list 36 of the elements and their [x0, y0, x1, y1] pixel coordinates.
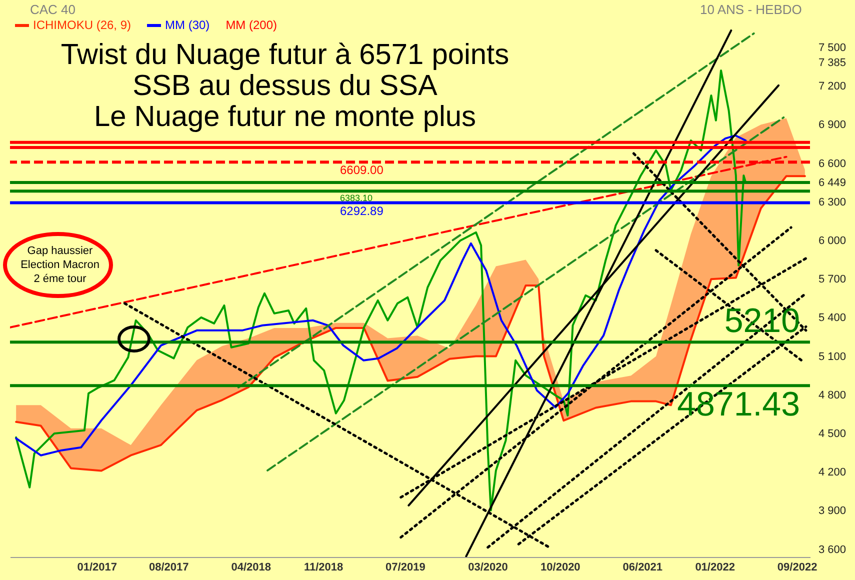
ref-line-label: 6609.00	[340, 163, 384, 178]
y-tick-label: 5 700	[818, 274, 846, 286]
y-tick-label: 6 600	[818, 158, 846, 170]
y-tick-label: 5 100	[818, 350, 846, 363]
y-tick-label: 4 500	[818, 428, 846, 440]
x-tick-label: 01/2017	[77, 562, 118, 574]
x-tick-label: 07/2019	[386, 562, 426, 574]
chart-subtitle: 10 ANS - HEBDO	[700, 2, 802, 17]
y-tick-label: 3 900	[818, 505, 846, 518]
x-tick-label: 11/2018	[304, 562, 344, 574]
y-tick-label: 6 000	[818, 234, 846, 247]
y-tick-label: 7 385	[818, 56, 846, 69]
ref-line-label: 6383.10	[340, 193, 373, 204]
x-tick-label: 04/2018	[231, 562, 271, 574]
annotation: Twist du Nuage futur à 6571 points SSB au dessus du SSA Le Nuage futur ne monte plus	[60, 39, 510, 133]
x-tick-label: 01/2022	[695, 562, 735, 574]
y-tick-label: 4 800	[818, 389, 846, 402]
chart-title: CAC 40	[30, 2, 76, 17]
x-tick-label: 10/2020	[540, 562, 580, 574]
x-tick-label: 03/2020	[468, 562, 508, 574]
y-tick-label: 5 400	[818, 312, 846, 324]
ref-line-label: 6292.89	[340, 204, 384, 218]
y-tick-label: 3 600	[818, 544, 846, 556]
x-tick-label: 09/2022	[777, 562, 818, 574]
y-tick-label: 7 200	[818, 80, 846, 93]
annotation: MM (200)	[226, 18, 278, 32]
y-tick-label: 6 900	[818, 119, 846, 132]
legend-label: MM (30)	[165, 18, 210, 32]
y-tick-label: 6 449	[818, 177, 846, 190]
annotation: Gap haussier Election Macron 2 éme tour	[20, 244, 100, 286]
x-tick-label: 06/2021	[622, 562, 663, 574]
y-tick-label: 7 500	[818, 42, 846, 54]
legend-label: ICHIMOKU (26, 9)	[33, 18, 132, 32]
y-tick-label: 6 300	[818, 196, 846, 208]
y-tick-label: 4 200	[818, 466, 846, 479]
x-tick-label: 08/2017	[148, 562, 189, 574]
